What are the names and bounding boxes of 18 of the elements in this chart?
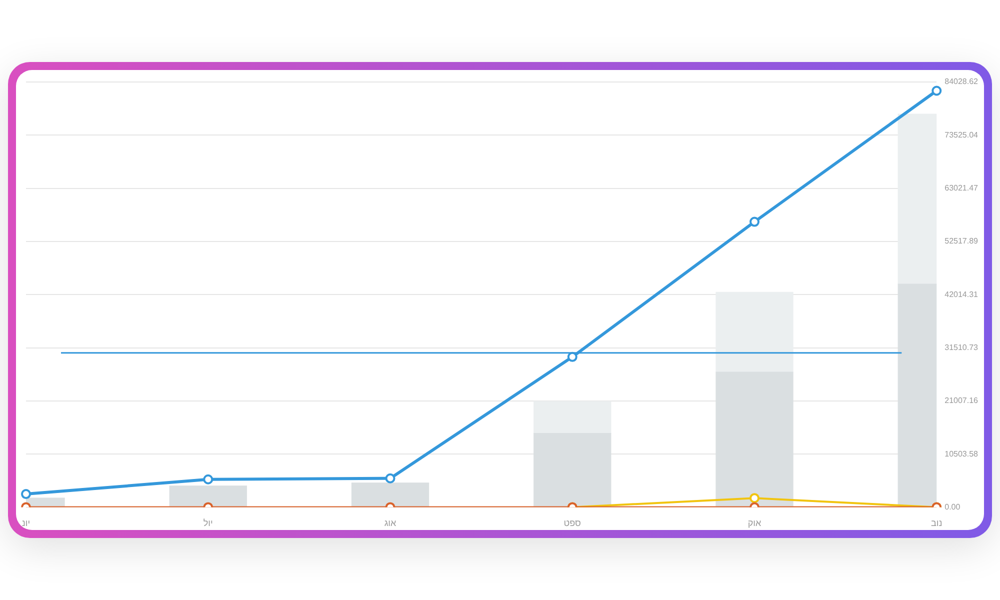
y-tick-label: 84028.62 [944, 77, 979, 86]
y-tick-label: 10503.58 [944, 449, 979, 458]
y-tick-label: 0.00 [944, 502, 961, 512]
y-tick-label: 63021.47 [944, 184, 979, 193]
y-tick-label: 21007.16 [944, 396, 979, 406]
y-tick-label: 73525.04 [944, 130, 979, 140]
x-tick-label: אוק [748, 518, 762, 528]
point [750, 216, 760, 227]
point [567, 352, 578, 362]
x-tick-label: נוב [931, 518, 942, 528]
y-tick-label: 42014.31 [944, 290, 979, 299]
x-tick-label: יונ [22, 518, 30, 528]
point [932, 86, 942, 96]
y-tick-label: 31510.73 [944, 342, 979, 352]
x-tick-label: יול [203, 518, 213, 528]
x-tick-label: אוג [384, 518, 396, 528]
y-tick-label: 52517.89 [944, 236, 979, 246]
x-tick-label: ספט [564, 518, 582, 528]
